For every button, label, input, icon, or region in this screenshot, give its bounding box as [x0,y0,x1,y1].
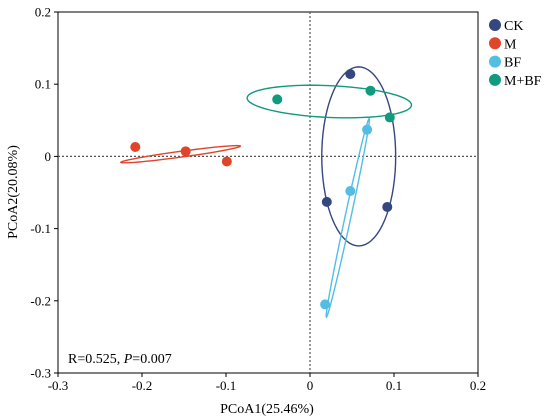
legend-marker-bf [489,55,501,68]
point-ck [345,69,356,80]
plot-frame [57,11,479,374]
legend-label-m: M [504,37,517,52]
ellipse-bf [325,117,371,319]
y-axis-title: PCoA2(20.08%) [6,145,21,239]
point-bf [362,124,373,135]
point-bf [345,186,356,197]
point-ck [382,201,393,212]
y-axis-ticks: -0.3 -0.2 -0.1 0 0.1 0.2 [30,5,58,381]
p-label: P [123,352,133,367]
p-value-text: =0.007 [132,352,171,367]
x-axis-ticks: -0.3 -0.2 -0.1 0 0.1 0.2 [48,373,486,393]
y-tick-label: -0.3 [30,366,51,381]
point-m [221,156,232,167]
confidence-ellipses [119,66,413,319]
point-ck [321,196,332,207]
legend-label-ck: CK [504,19,523,34]
y-tick-label: 0.2 [35,5,51,20]
legend-marker-m-bf [489,73,501,86]
x-tick-label: -0.3 [48,378,69,393]
x-axis-title: PCoA1(25.46%) [220,402,314,417]
r-value-text: R=0.525, [68,352,124,367]
y-tick-label: 0 [45,149,52,164]
x-tick-label: 0.2 [470,378,486,393]
point-m [130,142,141,153]
point-m [180,146,191,157]
x-tick-label: 0 [307,378,314,393]
point-bf [320,299,331,310]
y-tick-label: 0.1 [35,77,51,92]
point-m-bf [384,112,395,123]
point-m-bf [365,85,376,96]
legend-label-bf: BF [504,56,521,71]
ellipse-ck [321,66,397,247]
x-tick-label: -0.1 [216,378,237,393]
data-points [130,69,395,310]
y-tick-label: -0.1 [30,221,51,236]
legend-label-m-bf: M+BF [504,74,542,89]
x-tick-label: -0.2 [132,378,153,393]
legend: CK M BF M+BF [489,19,542,89]
legend-marker-ck [489,19,501,31]
point-m-bf [272,94,283,105]
stats-annotation: R=0.525, P=0.007 [68,352,172,367]
ellipse-m [119,144,242,164]
y-tick-label: -0.2 [30,293,51,308]
plot-area [57,11,479,374]
legend-marker-m [489,37,501,50]
x-tick-label: 0.1 [386,378,402,393]
